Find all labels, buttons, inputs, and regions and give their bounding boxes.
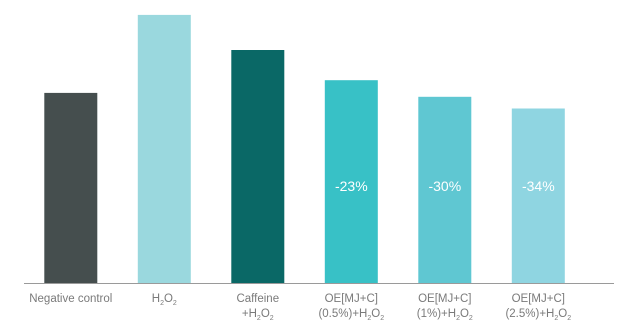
category-label-caffeine-h2o2-line-2: +H2O2 (242, 308, 274, 322)
bar-value-label-oe-2-5-h2o2: -34% (522, 178, 555, 194)
category-label-h2o2-line-1: H2O2 (152, 293, 177, 307)
bar-negative-control (44, 92, 98, 284)
category-label-oe-1-h2o2-line-2: (1%)+H2O2 (417, 308, 473, 322)
bars-group (44, 14, 565, 284)
category-label-caffeine-h2o2-line-1: Caffeine (236, 293, 279, 305)
category-label-oe-1-h2o2-line-1: OE[MJ+C] (418, 293, 471, 305)
category-labels-group: Negative control H2O2 Caffeine +H2O2 OE[MJ+C… (29, 293, 571, 322)
bar-value-label-oe-1-h2o2: -30% (428, 178, 461, 194)
bar-oe-1-h2o2 (418, 96, 472, 283)
bar-oe-0-5-h2o2 (324, 80, 378, 283)
bar-oe-2-5-h2o2 (511, 108, 565, 283)
bar-value-label-oe-0-5-h2o2: -23% (335, 178, 368, 194)
category-label-oe-2-5-h2o2-line-1: OE[MJ+C] (512, 293, 565, 305)
bar-labels-group: -23% -30% -34% (335, 178, 555, 194)
category-label-oe-0-5-h2o2-line-2: (0.5%)+H2O2 (318, 308, 384, 322)
bar-h2o2 (137, 14, 191, 284)
bar-caffeine-h2o2 (231, 50, 285, 283)
category-label-oe-2-5-h2o2-line-2: (2.5%)+H2O2 (505, 308, 571, 322)
category-label-negative-control-line-1: Negative control (29, 293, 112, 305)
category-label-oe-0-5-h2o2-line-1: OE[MJ+C] (325, 293, 378, 305)
